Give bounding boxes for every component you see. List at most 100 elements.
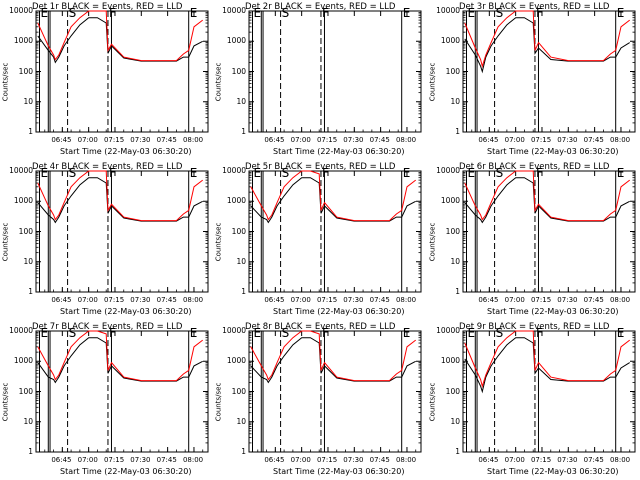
events-series-line	[250, 177, 416, 224]
plot-canvas	[248, 330, 422, 453]
panel-title: Det 3r BLACK = Events, RED = LLD	[459, 2, 610, 12]
plot-frame	[35, 330, 209, 453]
flag-label: E	[467, 326, 476, 340]
y-tick-label: 10000	[436, 166, 460, 175]
y-tick-label: 1	[241, 447, 246, 456]
flag-label: S	[495, 326, 504, 340]
x-tick-label: 07:30	[343, 456, 364, 464]
detector-panel: 1 10 100 1000 10000 06:45 07:00 07:15 07:30 07:45…	[213, 320, 426, 480]
x-tick-label: 07:15	[103, 296, 125, 304]
y-tick-label: 10000	[222, 166, 246, 175]
x-tick-label: 08:00	[395, 296, 417, 304]
flag-label: F	[321, 166, 329, 180]
detector-panel: 1 10 100 1000 10000 06:45 07:00 07:15 07:30 07:45…	[0, 320, 213, 480]
detector-panel: 1 10 100 1000 10000 06:45 07:00 07:15 07:30 07:45…	[0, 160, 213, 320]
flag-label: E	[402, 326, 411, 340]
plot-frame	[462, 330, 636, 453]
flag-label: S	[495, 6, 504, 20]
x-tick-label: 07:15	[530, 136, 552, 144]
y-axis-title: Counts/sec	[214, 382, 223, 422]
panel-title: Det 7r BLACK = Events, RED = LLD	[32, 322, 183, 332]
x-tick-label: 08:00	[609, 296, 631, 304]
x-tick-label: 08:00	[609, 456, 631, 464]
plot-canvas	[35, 170, 209, 293]
y-tick-label: 1	[28, 447, 33, 456]
detector-panel: 1 10 100 1000 10000 06:45 07:00 07:15 07:30 07:45…	[213, 160, 426, 320]
events-series-line	[37, 177, 203, 224]
x-tick-label: 06:45	[51, 296, 72, 304]
flag-label: F	[535, 166, 543, 180]
lld-series-line	[37, 330, 204, 382]
y-tick-label: 10	[236, 416, 246, 426]
y-tick-label: 100	[231, 386, 246, 396]
flag-label: E	[189, 166, 198, 180]
flag-label: S	[495, 166, 504, 180]
y-tick-label: 10	[236, 256, 246, 266]
y-tick-label: 1000	[13, 196, 33, 206]
events-series-line	[464, 337, 630, 394]
detector-panel: 1 10 100 1000 10000 06:45 07:00 07:15 07:30 07:45…	[0, 0, 213, 160]
y-tick-label: 10000	[436, 326, 460, 335]
x-tick-label: 07:00	[290, 136, 311, 144]
y-tick-label: 10	[450, 416, 460, 426]
y-tick-label: 1	[28, 127, 33, 136]
x-tick-label: 07:00	[504, 296, 525, 304]
y-tick-label: 10000	[9, 326, 33, 335]
x-tick-label: 06:45	[264, 136, 285, 144]
x-tick-label: 06:45	[478, 136, 499, 144]
x-tick-label: 07:15	[530, 296, 552, 304]
panel-title: Det 1r BLACK = Events, RED = LLD	[32, 2, 183, 12]
x-tick-label: 07:45	[369, 296, 390, 304]
x-tick-label: 07:15	[103, 456, 125, 464]
x-tick-label: 07:45	[369, 136, 390, 144]
y-tick-label: 1000	[226, 36, 246, 46]
y-tick-label: 100	[18, 66, 33, 76]
y-tick-label: 10000	[9, 6, 33, 15]
lld-series-line	[37, 170, 204, 222]
x-tick-label: 06:45	[51, 456, 72, 464]
detector-panel: 1 10 100 1000 10000 06:45 07:00 07:15 07:30 07:45…	[427, 0, 640, 160]
x-tick-label: 07:45	[156, 296, 177, 304]
y-axis-title: Counts/sec	[1, 62, 10, 102]
flag-label: F	[535, 6, 543, 20]
plot-canvas	[462, 170, 636, 293]
x-tick-label: 07:45	[156, 456, 177, 464]
x-tick-label: 07:45	[369, 456, 390, 464]
y-tick-label: 100	[445, 226, 460, 236]
x-axis-title: Start Time (22-May-03 06:30:20)	[487, 147, 619, 156]
plot-canvas	[462, 330, 636, 453]
x-tick-label: 07:30	[343, 136, 364, 144]
y-tick-label: 1	[455, 447, 460, 456]
detector-panel: 1 10 100 1000 10000 06:45 07:00 07:15 07:30 07:45…	[427, 320, 640, 480]
events-series-line	[250, 337, 416, 384]
x-tick-label: 07:15	[316, 296, 338, 304]
y-tick-label: 100	[231, 226, 246, 236]
panel-title: Det 2r BLACK = Events, RED = LLD	[245, 2, 396, 12]
x-tick-label: 06:45	[478, 296, 499, 304]
x-tick-label: 08:00	[609, 136, 631, 144]
flag-label: S	[281, 166, 290, 180]
lld-series-line	[250, 330, 417, 382]
lld-series-line	[37, 10, 204, 62]
x-axis-title: Start Time (22-May-03 06:30:20)	[60, 307, 192, 316]
events-series-line	[464, 177, 630, 224]
x-tick-label: 08:00	[395, 456, 417, 464]
y-tick-label: 10000	[222, 326, 246, 335]
events-series-line	[37, 17, 203, 64]
y-tick-label: 1	[28, 287, 33, 296]
lld-series-line	[464, 10, 631, 69]
x-tick-label: 08:00	[182, 456, 204, 464]
x-tick-label: 07:30	[557, 296, 578, 304]
y-tick-label: 1000	[226, 356, 246, 366]
flag-label: E	[616, 166, 625, 180]
flag-label: F	[535, 326, 543, 340]
detector-panel: 1 10 100 1000 10000 06:45 07:00 07:15 07:30 07:45…	[427, 160, 640, 320]
flag-label: F	[321, 326, 329, 340]
flag-label: E	[253, 166, 262, 180]
x-tick-label: 08:00	[395, 136, 417, 144]
flag-label: E	[189, 326, 198, 340]
flag-label: S	[281, 326, 290, 340]
y-tick-label: 10	[23, 256, 33, 266]
plot-canvas	[35, 10, 209, 133]
